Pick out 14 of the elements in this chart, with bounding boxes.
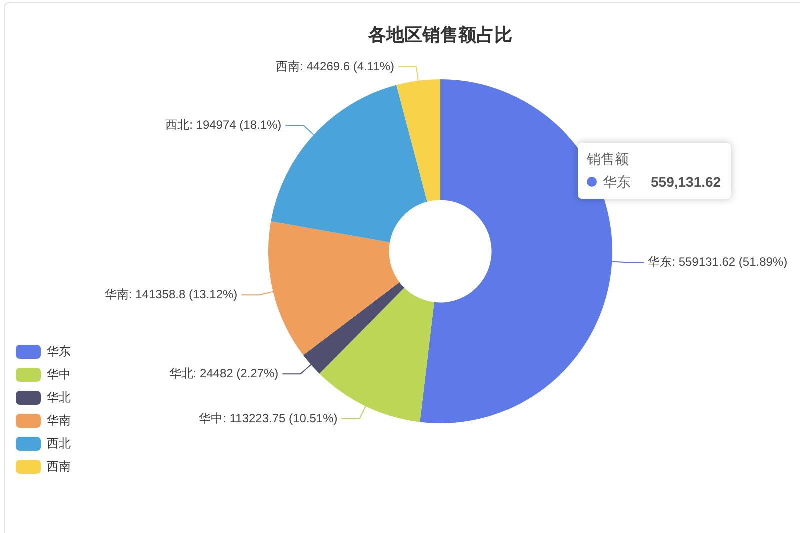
legend-label: 华中	[47, 367, 71, 382]
legend-label: 华东	[47, 344, 71, 358]
legend-label: 西南	[47, 459, 71, 474]
data-label: 华南: 141358.8 (13.12%)	[104, 287, 238, 302]
data-label: 西北: 194974 (18.1%)	[166, 118, 282, 132]
data-label: 华北: 24482 (2.27%)	[169, 366, 279, 380]
data-label: 华东: 559131.62 (51.89%)	[648, 254, 788, 269]
legend-label: 西北	[47, 436, 71, 450]
legend-label: 华南	[47, 413, 71, 428]
chart-title: 各地区销售额占比	[368, 24, 512, 45]
data-label: 华中: 113223.75 (10.51%)	[199, 411, 338, 426]
data-label: 西南: 44269.6 (4.11%)	[276, 59, 395, 74]
legend-label: 华北	[47, 390, 71, 404]
tooltip: 销售额 华东 559,131.62	[578, 143, 732, 199]
